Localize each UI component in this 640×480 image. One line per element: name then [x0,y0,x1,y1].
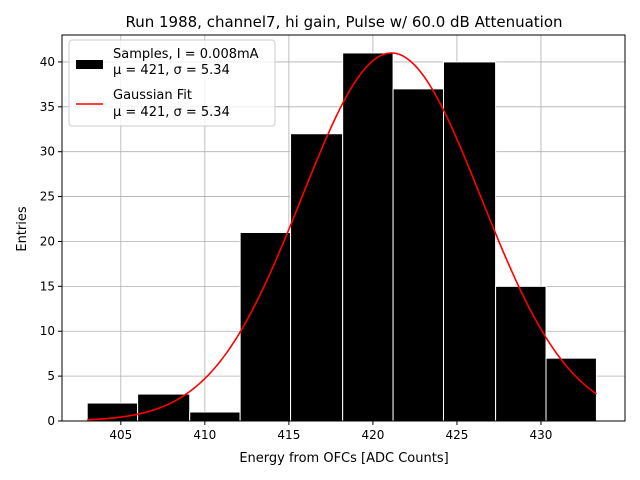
histogram-bar [342,52,394,422]
x-tick-label: 430 [530,428,553,442]
y-tick-label: 25 [40,190,55,204]
x-tick-label: 410 [193,428,216,442]
y-tick-label: 15 [40,279,55,293]
histogram-bars [86,52,597,422]
y-tick-label: 30 [40,145,55,159]
x-tick-label: 415 [277,428,300,442]
y-tick-label: 5 [47,369,55,383]
legend: Samples, I = 0.008mA μ = 421, σ = 5.34 G… [68,39,276,127]
plot-frame [61,34,626,422]
y-tick-label: 0 [47,414,55,428]
y-tick-label: 10 [40,324,55,338]
y-tick-label: 20 [40,234,55,248]
x-tick-label: 420 [361,428,384,442]
histogram-bar [442,61,497,422]
chart-title: Run 1988, channel7, hi gain, Pulse w/ 60… [125,13,562,31]
histogram-bar [290,133,344,422]
x-axis-label: Energy from OFCs [ADC Counts] [239,451,448,466]
histogram-bar [495,285,547,422]
histogram-bar [545,357,597,422]
y-tick-label: 40 [40,55,55,69]
x-axis: 405 410 415 420 425 430 [109,421,552,442]
histogram-bar [137,393,191,422]
x-tick-label: 425 [445,428,468,442]
histogram-bar [189,411,241,422]
legend-label-fit: Gaussian Fit [113,88,192,103]
y-axis: 0 5 10 15 20 25 30 35 40 [40,55,62,428]
legend-sublabel-fit: μ = 421, σ = 5.34 [113,105,230,120]
y-axis-label: Entries [15,206,30,252]
legend-sublabel-samples: μ = 421, σ = 5.34 [113,63,230,78]
gaussian-fit-line [87,52,597,421]
legend-swatch-samples [76,60,103,69]
x-tick-label: 405 [109,428,132,442]
fit-curve-group [87,52,597,421]
histogram-bar [392,88,444,422]
y-tick-label: 35 [40,100,55,114]
histogram-bar [239,231,292,422]
legend-label-samples: Samples, I = 0.008mA [113,47,259,62]
legend-box [68,39,276,127]
